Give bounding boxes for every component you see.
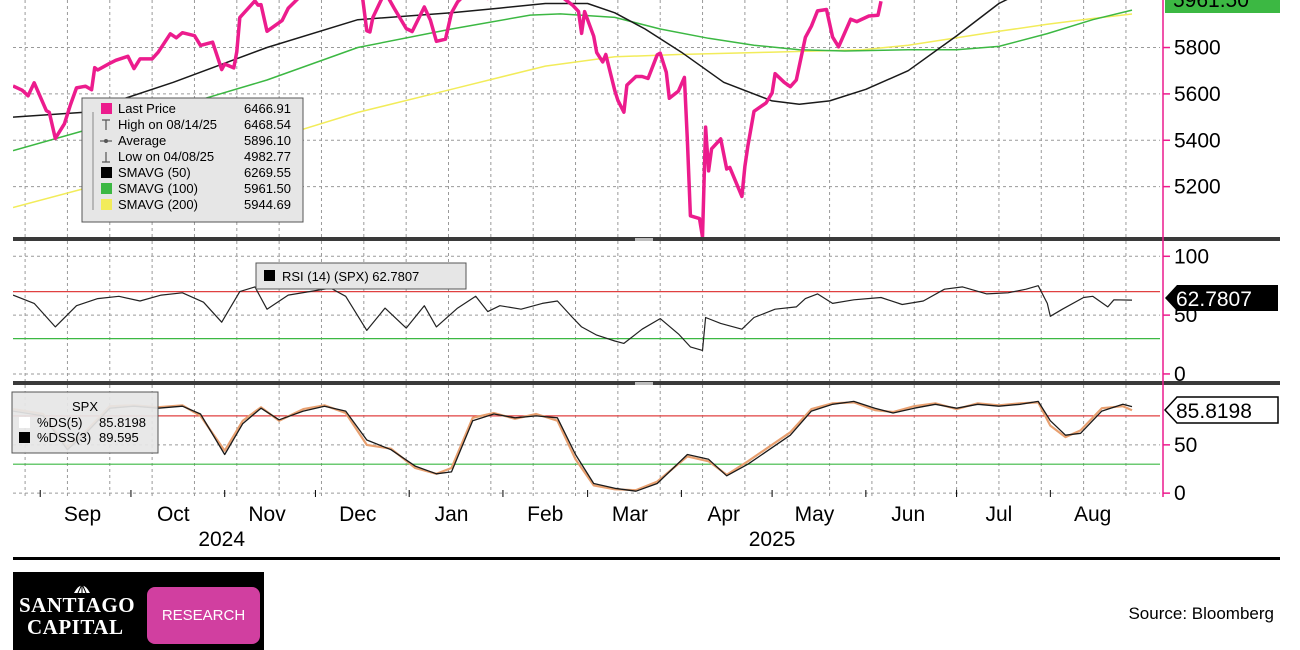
footer-rule	[13, 557, 1280, 560]
stoch-last-badge: 85.8198	[1163, 396, 1279, 424]
price-legend-row: SMAVG (100) 5961.50	[101, 181, 291, 196]
rsi-legend-label: RSI (14) (SPX) 62.7807	[282, 269, 419, 284]
price-legend-row: Low on 04/08/25 4982.77	[102, 149, 291, 164]
x-axis-ticks: Sep Oct Nov Dec Jan Feb Mar Apr May Jun Jul Aug 2024…	[39, 490, 1111, 551]
rsi-legend[interactable]: RSI (14) (SPX) 62.7807	[255, 262, 467, 290]
x-tick-label: May	[795, 503, 835, 526]
stoch-ds-line	[13, 401, 1133, 492]
stoch-legend-box	[11, 391, 159, 454]
legend-value: 6269.55	[244, 165, 291, 180]
last-price-line	[13, 0, 883, 237]
stoch-legend-label-ds: %DS(5)	[37, 415, 83, 430]
price-legend-row: High on 08/14/25 6468.54	[102, 117, 291, 132]
rsi-last-badge-text: 62.7807	[1176, 288, 1252, 311]
legend-label: High on 08/14/25	[118, 117, 217, 132]
separator-grip[interactable]	[635, 382, 653, 385]
x-tick-label: Sep	[64, 503, 101, 526]
y-tick-label: 5400	[1174, 129, 1221, 152]
source-note: Source: Bloomberg	[1128, 604, 1274, 623]
x-tick-label: Jun	[891, 503, 925, 526]
price-legend[interactable]: Last Price 6466.91 High on 08/14/25 6468.54…	[81, 97, 304, 223]
legend-value: 4982.77	[244, 149, 291, 164]
stoch-legend-value-dss: 89.595	[99, 430, 139, 445]
average-marker-dot	[104, 139, 108, 143]
logo-name: SANTIAGO CAPITAL	[19, 594, 135, 638]
legend-swatch	[101, 167, 112, 178]
x-year-label: 2025	[749, 528, 796, 551]
legend-label: SMAVG (50)	[118, 165, 191, 180]
legend-label: Average	[118, 133, 166, 148]
logo-line-2: CAPITAL	[27, 615, 124, 639]
reference-lines	[13, 290, 1160, 465]
x-tick-label: Nov	[248, 503, 286, 526]
price-legend-row: SMAVG (50) 6269.55	[101, 165, 291, 180]
price-legend-box	[81, 97, 304, 223]
stoch-last-badge-text: 85.8198	[1176, 400, 1252, 423]
stoch-dss-line	[13, 400, 1133, 492]
y-tick-label: 100	[1174, 245, 1209, 268]
rsi-legend-swatch	[264, 270, 275, 281]
legend-value: 5944.69	[244, 197, 291, 212]
legend-label: Low on 04/08/25	[118, 149, 214, 164]
y-tick-label: 50	[1174, 434, 1197, 457]
legend-label: SMAVG (200)	[118, 197, 198, 212]
logo-line-1: SANTIAGO	[19, 593, 136, 617]
sma50-line	[13, 0, 1008, 118]
price-last-badge-text: 5961.50	[1173, 0, 1249, 12]
rsi-last-badge: 62.7807	[1165, 285, 1278, 311]
stoch-legend-value-ds: 85.8198	[99, 415, 146, 430]
legend-value: 5961.50	[244, 181, 291, 196]
x-year-label: 2024	[198, 528, 245, 551]
price-legend-row: Average 5896.10	[100, 133, 291, 148]
y-tick-label: 0	[1174, 363, 1186, 386]
stoch-legend-swatch-ds	[19, 417, 30, 428]
grid-layer	[13, 0, 1160, 497]
stoch-legend-swatch-dss	[19, 432, 30, 443]
sma100-line	[13, 9, 1133, 152]
legend-value: 6466.91	[244, 101, 291, 116]
y-tick-label: 0	[1174, 482, 1186, 505]
price-legend-row: SMAVG (200) 5944.69	[101, 197, 291, 212]
x-tick-label: Feb	[527, 503, 563, 526]
santiago-capital-logo: SANTIAGO CAPITAL RESEARCH	[13, 572, 264, 650]
legend-swatch	[101, 103, 112, 114]
price-last-badge: 5961.50	[1165, 0, 1280, 13]
price-legend-rows: Last Price 6466.91 High on 08/14/25 6468.54…	[92, 101, 291, 212]
high-marker-icon	[102, 119, 110, 130]
shell-icon	[74, 583, 90, 594]
stoch-legend[interactable]: SPX %DS(5) 85.8198 %DSS(3) 89.595	[11, 391, 159, 454]
series-layer	[13, 0, 1133, 492]
rsi-line	[13, 285, 1133, 351]
legend-swatch	[101, 199, 112, 210]
x-tick-label: Aug	[1074, 503, 1111, 526]
stoch-legend-label-dss: %DSS(3)	[37, 430, 91, 445]
legend-label: SMAVG (100)	[118, 181, 198, 196]
x-tick-label: Oct	[157, 503, 190, 526]
legend-label: Last Price	[118, 101, 176, 116]
legend-value: 6468.54	[244, 117, 291, 132]
y-tick-label: 5600	[1174, 83, 1221, 106]
legend-swatch	[101, 183, 112, 194]
x-tick-label: Jul	[986, 503, 1013, 526]
price-legend-row: Last Price 6466.91	[101, 101, 291, 116]
x-tick-label: Apr	[707, 503, 740, 526]
low-marker-icon	[102, 152, 110, 163]
logo-research-badge: RESEARCH	[147, 587, 260, 644]
legend-value: 5896.10	[244, 133, 291, 148]
x-tick-label: Jan	[435, 503, 469, 526]
x-tick-label: Mar	[612, 503, 648, 526]
stoch-legend-title: SPX	[72, 399, 98, 414]
rsi-legend-box	[255, 262, 467, 290]
y-tick-label: 5200	[1174, 176, 1221, 199]
separator-grip[interactable]	[635, 238, 653, 241]
x-tick-label: Dec	[339, 503, 376, 526]
y-tick-label: 5800	[1174, 37, 1221, 60]
